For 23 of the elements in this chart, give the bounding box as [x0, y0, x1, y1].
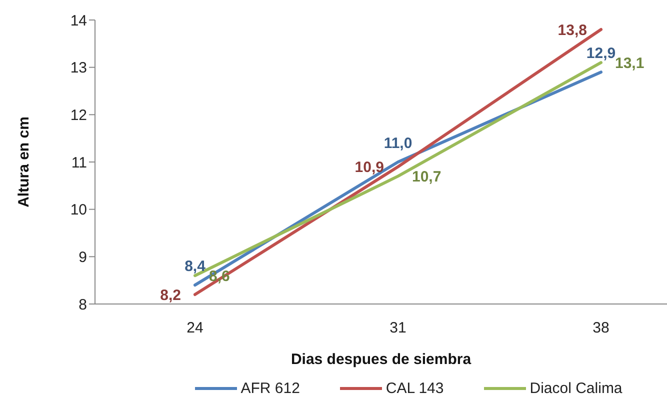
y-axis-title: Altura en cm	[16, 116, 32, 208]
data-label: 10,9	[354, 159, 384, 176]
y-tick-label: 10	[70, 202, 87, 219]
y-tick-label: 12	[70, 106, 87, 124]
data-label: 8,2	[160, 286, 181, 304]
legend-label: AFR 612	[240, 380, 300, 397]
x-tick-label: 24	[186, 320, 204, 337]
y-tick-label: 14	[70, 12, 87, 30]
x-tick-label: 38	[592, 320, 610, 337]
data-label: 13,8	[558, 22, 587, 39]
legend-label: CAL 143	[386, 380, 444, 397]
y-tick-label: 13	[70, 60, 87, 77]
data-label: 12,9	[586, 45, 616, 62]
y-tick-label: 11	[71, 154, 87, 172]
data-label: 13,1	[615, 54, 644, 72]
legend-label: Diacol Calima	[530, 380, 622, 397]
x-tick-label: 31	[390, 320, 406, 337]
x-axis-title: Dias despues de siembra	[290, 351, 472, 368]
y-tick-label: 8	[78, 296, 87, 314]
data-label: 8,4	[184, 258, 206, 276]
y-tick-label: 9	[78, 248, 87, 266]
data-label: 11,0	[384, 135, 412, 152]
data-label: 10,7	[412, 168, 442, 186]
